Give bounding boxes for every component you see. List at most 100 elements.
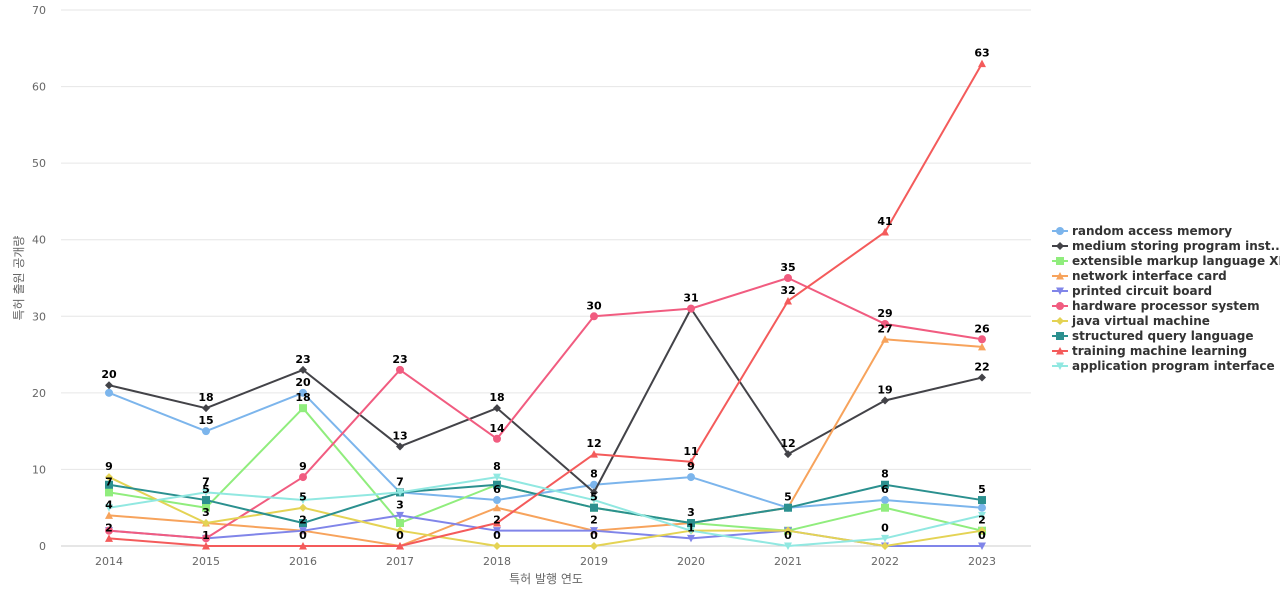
x-tick-label: 2017: [386, 555, 414, 568]
data-label: 0: [396, 529, 404, 542]
data-point: [202, 534, 210, 543]
data-label: 11: [683, 445, 698, 458]
series-10: [105, 473, 986, 550]
x-axis-ticks: 2014 2015 2016 2017 2018 2019 2020 2021 2022 2023: [95, 555, 996, 568]
x-tick-label: 2016: [289, 555, 317, 568]
data-point: [978, 496, 986, 505]
x-tick-label: 2014: [95, 555, 123, 568]
data-label: 0: [784, 529, 792, 542]
data-point: [105, 488, 113, 497]
data-point: [202, 542, 210, 550]
data-label: 18: [489, 391, 504, 404]
series-line: [108, 476, 983, 547]
grid-lines: [61, 9, 1031, 547]
data-label: 35: [780, 261, 795, 274]
legend-label: random access memory: [1072, 224, 1232, 238]
data-point: [881, 480, 889, 489]
data-label: 5: [202, 483, 210, 496]
data-label: 14: [489, 422, 505, 435]
legend-item[interactable]: extensible markup language XML: [1052, 254, 1280, 268]
data-label: 22: [974, 361, 989, 374]
legend-marker: [1056, 362, 1064, 370]
data-label: 0: [299, 529, 307, 542]
data-label: 19: [877, 384, 892, 397]
data-label: 15: [198, 414, 213, 427]
data-point: [881, 496, 889, 505]
y-tick-label: 60: [32, 81, 46, 94]
data-point: [493, 503, 501, 512]
data-label: 3: [687, 506, 695, 519]
legend-marker: [1056, 257, 1064, 265]
data-point: [493, 542, 501, 550]
data-point: [396, 365, 404, 374]
legend-item[interactable]: application program interface: [1052, 359, 1275, 373]
y-tick-label: 50: [32, 157, 46, 170]
series-line: [108, 483, 983, 525]
y-tick-label: 20: [32, 387, 46, 400]
data-label: 12: [586, 437, 601, 450]
data-point: [299, 527, 307, 535]
data-point: [105, 473, 113, 482]
data-label: 12: [780, 437, 795, 450]
series-line: [108, 338, 983, 547]
series-line: [108, 307, 983, 494]
data-point: [687, 457, 695, 466]
data-point: [687, 304, 695, 313]
legend-marker: [1056, 272, 1064, 280]
data-label: 27: [877, 322, 892, 335]
series-line: [108, 476, 983, 547]
legend-item[interactable]: network interface card: [1052, 269, 1227, 283]
legend-label: network interface card: [1072, 269, 1227, 283]
data-point: [396, 511, 404, 520]
data-point: [396, 542, 404, 550]
legend-item[interactable]: hardware processor system: [1052, 299, 1260, 313]
legend-label: structured query language: [1072, 329, 1253, 343]
data-label: 8: [493, 460, 501, 473]
x-tick-label: 2022: [871, 555, 899, 568]
data-label: 18: [295, 391, 310, 404]
data-label: 3: [202, 506, 210, 519]
legend-item[interactable]: java virtual machine: [1052, 314, 1210, 328]
legend-marker: [1056, 227, 1064, 235]
data-label: 0: [881, 521, 889, 534]
data-label: 2: [105, 521, 113, 534]
legend-item[interactable]: printed circuit board: [1052, 284, 1212, 298]
legend-item[interactable]: training machine learning: [1052, 344, 1247, 358]
legend-marker: [1056, 317, 1064, 325]
data-point: [687, 534, 695, 543]
data-point: [493, 519, 501, 527]
data-point: [396, 526, 404, 535]
data-point: [105, 534, 113, 542]
data-point: [978, 542, 986, 550]
data-point: [978, 503, 986, 512]
data-point: [784, 542, 792, 550]
data-point: [590, 496, 598, 505]
data-label: 13: [392, 429, 407, 442]
data-label: 0: [978, 529, 986, 542]
data-point: [978, 373, 986, 382]
data-point: [784, 503, 792, 512]
data-point: [687, 527, 695, 535]
data-point: [299, 503, 307, 512]
legend-item[interactable]: random access memory: [1052, 224, 1232, 238]
legend-marker: [1056, 242, 1064, 250]
data-label: 20: [101, 368, 117, 381]
data-label: 29: [877, 307, 892, 320]
data-label: 5: [590, 491, 598, 504]
legend-item[interactable]: medium storing program inst...: [1052, 239, 1280, 253]
data-point: [202, 427, 210, 436]
legend-label: printed circuit board: [1072, 284, 1212, 298]
series-7: [105, 473, 986, 550]
y-tick-label: 30: [32, 310, 46, 323]
data-label: 1: [202, 529, 210, 542]
x-tick-label: 2023: [968, 555, 996, 568]
legend-label: medium storing program inst...: [1072, 239, 1280, 253]
data-label: 7: [396, 475, 404, 488]
x-tick-label: 2020: [677, 555, 705, 568]
legend-item[interactable]: structured query language: [1052, 329, 1253, 343]
data-label: 32: [780, 284, 795, 297]
data-label: 0: [590, 529, 598, 542]
data-label: 31: [683, 292, 698, 305]
